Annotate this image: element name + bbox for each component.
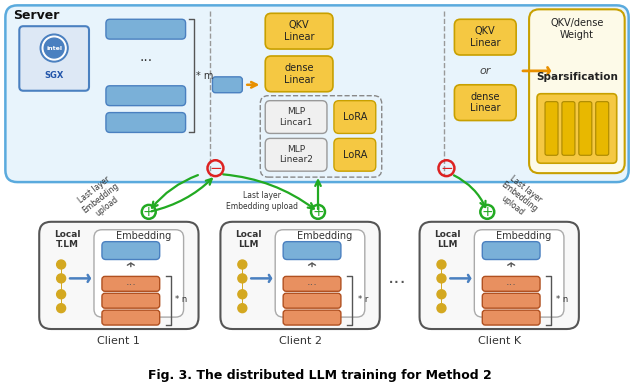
FancyBboxPatch shape	[102, 293, 160, 308]
Text: Local
T.LM: Local T.LM	[54, 230, 81, 249]
FancyBboxPatch shape	[596, 102, 609, 155]
Text: Server: Server	[13, 9, 60, 22]
FancyBboxPatch shape	[483, 276, 540, 291]
FancyBboxPatch shape	[420, 222, 579, 329]
Text: ...: ...	[388, 268, 407, 287]
Text: ···: ···	[506, 280, 516, 290]
FancyBboxPatch shape	[106, 19, 186, 39]
Circle shape	[437, 290, 446, 299]
FancyBboxPatch shape	[102, 241, 160, 260]
FancyBboxPatch shape	[212, 77, 243, 93]
FancyBboxPatch shape	[545, 102, 558, 155]
FancyBboxPatch shape	[102, 276, 160, 291]
Text: ···: ···	[139, 54, 152, 68]
Circle shape	[57, 290, 66, 299]
FancyBboxPatch shape	[483, 293, 540, 308]
Circle shape	[57, 260, 66, 269]
Text: * n: * n	[556, 295, 568, 304]
Text: Fig. 3. The distributed LLM training for Method 2: Fig. 3. The distributed LLM training for…	[148, 369, 492, 382]
Circle shape	[437, 274, 446, 283]
Text: Embedding: Embedding	[116, 231, 172, 241]
Text: +: +	[481, 205, 493, 219]
FancyBboxPatch shape	[275, 230, 365, 317]
Circle shape	[238, 274, 247, 283]
Circle shape	[57, 304, 66, 313]
FancyBboxPatch shape	[454, 19, 516, 55]
Text: Last layer
Embedding upload: Last layer Embedding upload	[227, 191, 298, 211]
FancyBboxPatch shape	[5, 5, 628, 182]
Circle shape	[238, 260, 247, 269]
Circle shape	[44, 38, 64, 58]
FancyBboxPatch shape	[283, 241, 341, 260]
FancyBboxPatch shape	[265, 56, 333, 92]
Text: −: −	[440, 161, 453, 176]
Text: SGX: SGX	[44, 71, 64, 80]
Text: dense
Linear: dense Linear	[470, 92, 500, 113]
Text: +: +	[143, 205, 154, 219]
FancyBboxPatch shape	[454, 85, 516, 120]
Text: LoRA: LoRA	[342, 150, 367, 160]
FancyBboxPatch shape	[220, 222, 380, 329]
Text: Last layer
Embedding
upload: Last layer Embedding upload	[75, 173, 127, 223]
Text: * r: * r	[358, 295, 368, 304]
Circle shape	[437, 304, 446, 313]
Text: Client 1: Client 1	[97, 336, 140, 346]
FancyBboxPatch shape	[106, 113, 186, 132]
FancyBboxPatch shape	[39, 222, 198, 329]
Circle shape	[57, 274, 66, 283]
Text: LoRA: LoRA	[342, 112, 367, 122]
FancyBboxPatch shape	[19, 26, 89, 91]
Text: * m: * m	[196, 71, 213, 81]
Circle shape	[238, 290, 247, 299]
FancyBboxPatch shape	[94, 230, 184, 317]
Text: +: +	[312, 205, 324, 219]
Text: intel: intel	[46, 46, 62, 51]
FancyBboxPatch shape	[483, 310, 540, 325]
FancyBboxPatch shape	[265, 101, 327, 134]
FancyBboxPatch shape	[562, 102, 575, 155]
FancyBboxPatch shape	[529, 9, 625, 173]
Text: QKV
Linear: QKV Linear	[284, 21, 314, 42]
Text: QKV
Linear: QKV Linear	[470, 26, 500, 48]
FancyBboxPatch shape	[483, 241, 540, 260]
FancyBboxPatch shape	[579, 102, 592, 155]
Text: Client K: Client K	[477, 336, 521, 346]
FancyBboxPatch shape	[334, 139, 376, 171]
Text: Local
LLM: Local LLM	[434, 230, 461, 249]
Text: −: −	[209, 161, 222, 176]
Text: Client 2: Client 2	[278, 336, 321, 346]
FancyBboxPatch shape	[283, 293, 341, 308]
Text: QKV/dense
Weight: QKV/dense Weight	[550, 19, 604, 40]
FancyBboxPatch shape	[265, 139, 327, 171]
FancyBboxPatch shape	[334, 101, 376, 134]
Text: MLP
Lincar1: MLP Lincar1	[280, 107, 313, 127]
Text: Local
LLM: Local LLM	[235, 230, 262, 249]
Text: Last layer
Embedding
upload: Last layer Embedding upload	[493, 172, 545, 222]
Text: Embedding: Embedding	[497, 231, 552, 241]
Text: MLP
Linear2: MLP Linear2	[279, 145, 313, 164]
Text: * n: * n	[175, 295, 188, 304]
FancyBboxPatch shape	[265, 13, 333, 49]
FancyBboxPatch shape	[102, 310, 160, 325]
Text: ···: ···	[307, 280, 317, 290]
Text: or: or	[479, 66, 491, 76]
Circle shape	[238, 304, 247, 313]
FancyBboxPatch shape	[106, 86, 186, 106]
FancyBboxPatch shape	[283, 310, 341, 325]
Text: dense
Linear: dense Linear	[284, 63, 314, 85]
FancyBboxPatch shape	[537, 94, 617, 163]
Text: Sparsification: Sparsification	[536, 72, 618, 82]
Circle shape	[437, 260, 446, 269]
Text: Embedding: Embedding	[298, 231, 353, 241]
Circle shape	[42, 36, 66, 60]
FancyBboxPatch shape	[283, 276, 341, 291]
Text: ···: ···	[125, 280, 136, 290]
FancyBboxPatch shape	[474, 230, 564, 317]
Circle shape	[40, 34, 68, 62]
